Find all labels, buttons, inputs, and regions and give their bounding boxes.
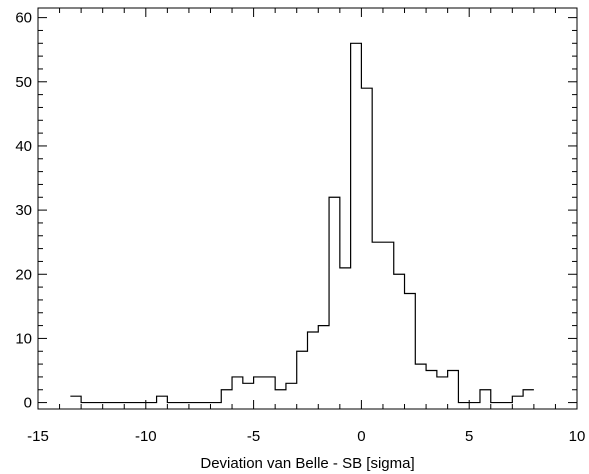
x-tick-label: -5 bbox=[247, 428, 260, 445]
y-tick-label: 30 bbox=[15, 202, 32, 219]
x-axis-title: Deviation van Belle - SB [sigma] bbox=[200, 455, 414, 472]
plot-area bbox=[70, 42, 534, 404]
x-tick-label: 5 bbox=[465, 428, 473, 445]
y-tick-label: 60 bbox=[15, 10, 32, 27]
y-tick-label: 20 bbox=[15, 266, 32, 283]
axis-ticks bbox=[37, 8, 578, 409]
y-tick-label: 40 bbox=[15, 138, 32, 155]
y-tick-label: 50 bbox=[15, 74, 32, 91]
histogram-series-line bbox=[70, 42, 534, 404]
x-tick-label: 0 bbox=[357, 428, 365, 445]
x-tick-label: 10 bbox=[569, 428, 586, 445]
plot-frame bbox=[37, 7, 578, 410]
y-tick-label: 10 bbox=[15, 330, 32, 347]
x-tick-label: -10 bbox=[135, 428, 157, 445]
y-tick-label: 0 bbox=[24, 395, 32, 412]
x-tick-labels: -15 -10 -5 0 5 10 bbox=[27, 428, 585, 445]
x-tick-label: -15 bbox=[27, 428, 49, 445]
y-tick-labels: 0 10 20 30 40 50 60 bbox=[15, 10, 32, 412]
